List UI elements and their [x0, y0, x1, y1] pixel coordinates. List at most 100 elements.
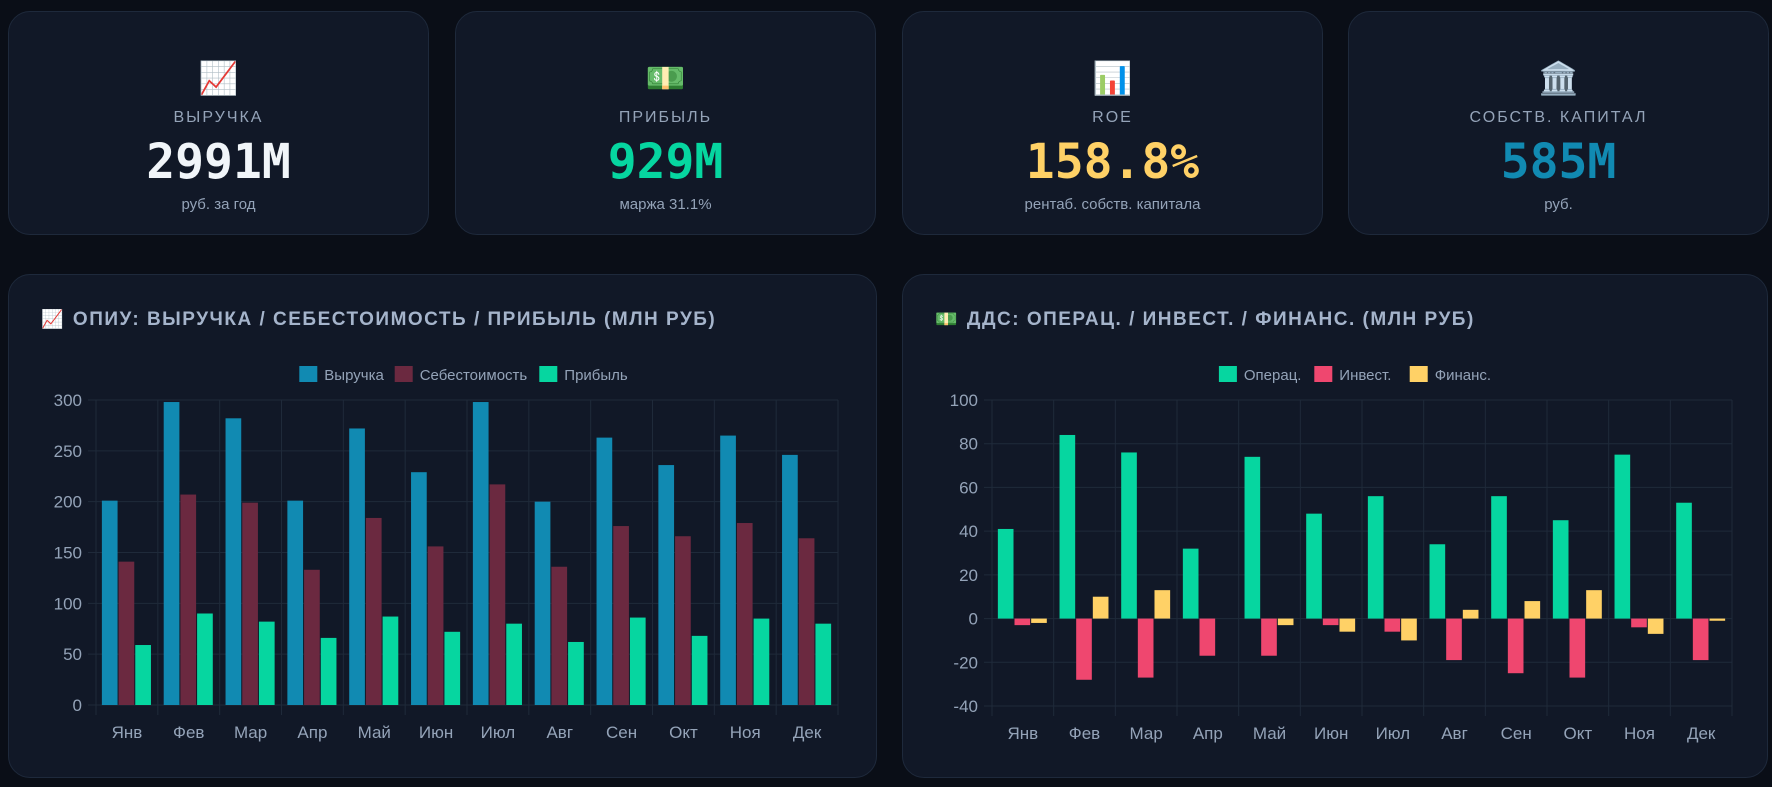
kpi-label: ВЫРУЧКА: [173, 109, 264, 126]
bar-2-Фев: [197, 613, 213, 705]
bar-0-Авг: [534, 501, 551, 705]
legend-label: Операц.: [1244, 367, 1302, 384]
bar-2-Дек: [815, 623, 832, 705]
bar-1-Авг: [551, 566, 568, 705]
bar-0-Апр: [1182, 548, 1199, 619]
bar-2-Сен: [629, 617, 646, 705]
panel-title: 📈 ОПИУ: ВЫРУЧКА / СЕБЕСТОИМОСТЬ / ПРИБЫЛЬ…: [41, 309, 716, 331]
bar-2-Авг: [1462, 609, 1479, 619]
bar-2-Май: [382, 616, 399, 705]
bar-2-Мар: [258, 621, 275, 705]
x-tick-label: Июн: [419, 723, 453, 742]
bar-0-Ноя: [1614, 454, 1631, 619]
legend-label: Финанс.: [1435, 367, 1491, 384]
legend-swatch: [1409, 366, 1428, 382]
x-tick-label: Дек: [1687, 724, 1716, 743]
x-tick-label: Окт: [669, 723, 698, 742]
bar-1-Окт: [1569, 618, 1586, 678]
x-tick-label: Май: [1253, 724, 1286, 743]
bar-2-Апр: [320, 637, 337, 705]
x-tick-label: Ноя: [730, 723, 761, 742]
bar-0-Июн: [411, 472, 427, 705]
bar-0-Фев: [163, 402, 180, 705]
bar-1-Июн: [1322, 618, 1339, 626]
chart-increasing-icon: 📈: [198, 60, 239, 96]
bar-1-Апр: [304, 569, 320, 705]
y-tick-label: 100: [54, 594, 82, 613]
y-tick-label: 60: [959, 478, 978, 497]
bar-0-Сен: [1491, 496, 1507, 619]
kpi-subtitle: руб. за год: [181, 196, 256, 213]
kpi-value: 158.8%: [1025, 134, 1200, 190]
pnl-chart-panel: 📈 ОПИУ: ВЫРУЧКА / СЕБЕСТОИМОСТЬ / ПРИБЫЛЬ…: [8, 274, 877, 778]
bar-1-Фев: [1076, 618, 1092, 680]
bar-1-Мар: [242, 502, 258, 705]
bar-2-Июл: [506, 623, 522, 705]
bar-2-Сен: [1524, 601, 1541, 619]
kpi-subtitle: руб.: [1544, 196, 1573, 213]
y-tick-label: -20: [953, 653, 978, 672]
kpi-subtitle: маржа 31.1%: [619, 196, 712, 213]
x-tick-label: Июл: [481, 723, 516, 742]
bar-1-Июл: [489, 484, 506, 705]
bar-0-Дек: [782, 454, 798, 705]
kpi-label: ROE: [1092, 109, 1133, 126]
money-icon: 💵: [645, 60, 686, 96]
legend-label: Инвест.: [1339, 367, 1391, 384]
bar-2-Окт: [691, 635, 708, 705]
bar-chart-icon: 📊: [1092, 60, 1133, 96]
pnl-bar-chart: 0 50 100 150 200 250 300 Янв Фев Мар Апр Май Июн Июл А…: [54, 366, 839, 742]
bar-2-Янв: [135, 645, 151, 705]
bar-0-Мар: [1121, 452, 1137, 619]
bar-0-Янв: [101, 500, 118, 705]
bar-2-Июн: [444, 631, 461, 705]
y-tick-label: 20: [959, 566, 978, 585]
bar-2-Авг: [568, 641, 584, 705]
x-tick-label: Авг: [1441, 724, 1468, 743]
kpi-card-profit: 💵 ПРИБЫЛЬ 929M маржа 31.1%: [455, 11, 876, 235]
kpi-card-revenue: 📈 ВЫРУЧКА 2991M руб. за год: [8, 11, 429, 235]
kpi-label: СОБСТВ. КАПИТАЛ: [1469, 109, 1648, 126]
bar-1-Июл: [1384, 618, 1401, 632]
y-tick-label: 0: [73, 696, 82, 715]
kpi-value: 929M: [607, 134, 724, 190]
y-tick-label: 100: [950, 391, 978, 410]
bar-1-Янв: [118, 561, 135, 705]
bar-1-Ноя: [736, 523, 753, 705]
bar-1-Мар: [1137, 618, 1154, 678]
legend-swatch: [1314, 366, 1333, 382]
legend-swatch: [394, 366, 413, 382]
bar-1-Окт: [675, 536, 691, 705]
bar-1-Сен: [613, 526, 629, 705]
bar-1-Авг: [1446, 618, 1462, 661]
bar-2-Июн: [1339, 618, 1356, 632]
x-tick-label: Янв: [1007, 724, 1038, 743]
x-tick-label: Мар: [1130, 724, 1163, 743]
bar-0-Мар: [225, 418, 242, 705]
bar-1-Янв: [1014, 618, 1031, 626]
x-tick-label: Фев: [173, 723, 204, 742]
y-tick-label: 0: [969, 610, 978, 629]
y-tick-label: 50: [63, 645, 82, 664]
y-tick-label: 40: [959, 522, 978, 541]
bar-0-Авг: [1429, 544, 1446, 619]
x-tick-label: Янв: [112, 723, 143, 742]
kpi-subtitle: рентаб. собств. капитала: [1024, 196, 1201, 213]
y-tick-label: 150: [54, 544, 82, 563]
bar-0-Янв: [997, 528, 1014, 619]
legend-swatch: [539, 366, 558, 382]
legend-label: Прибыль: [564, 367, 628, 384]
kpi-card-roe: 📊 ROE 158.8% рентаб. собств. капитала: [902, 11, 1323, 235]
bar-1-Ноя: [1631, 618, 1647, 628]
x-tick-label: Июл: [1376, 724, 1411, 743]
panel-title-text: ОПИУ: ВЫРУЧКА / СЕБЕСТОИМОСТЬ / ПРИБЫЛЬ …: [72, 309, 717, 330]
x-tick-label: Май: [358, 723, 391, 742]
x-tick-label: Апр: [297, 723, 327, 742]
panel-title: 💵 ДДС: ОПЕРАЦ. / ИНВЕСТ. / ФИНАНС. (МЛН Р…: [935, 309, 1475, 331]
bar-2-Июл: [1401, 618, 1417, 641]
legend-label: Выручка: [324, 367, 384, 384]
cashflow-chart-panel: 💵 ДДС: ОПЕРАЦ. / ИНВЕСТ. / ФИНАНС. (МЛН Р…: [902, 274, 1768, 778]
bar-0-Май: [1244, 456, 1261, 619]
bar-1-Май: [365, 517, 382, 705]
y-tick-label: 250: [54, 442, 82, 461]
